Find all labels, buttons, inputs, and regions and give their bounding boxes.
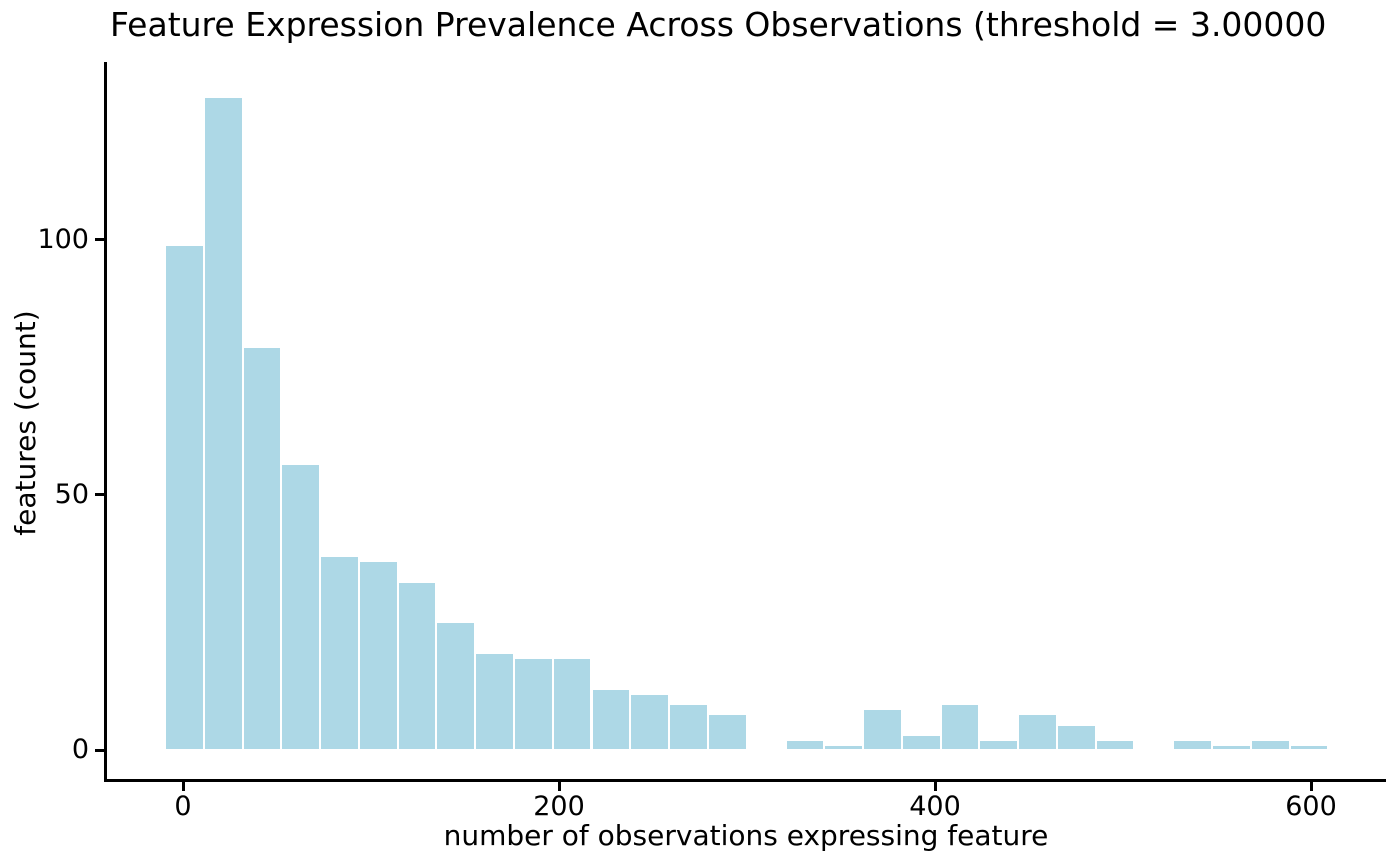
histogram-bar [1289,744,1329,750]
x-tick-label: 0 [174,791,192,822]
y-tick-label: 50 [54,478,89,510]
histogram-bar [707,714,747,750]
x-tick-label: 200 [533,791,585,822]
histogram-bar [203,96,243,750]
histogram-bar [979,739,1019,750]
histogram-bar [514,658,553,750]
x-axis-label: number of observations expressing featur… [443,819,1049,852]
histogram-bar [475,653,515,750]
histogram-bar [1173,739,1213,750]
histogram-bar [863,709,902,750]
histogram-bar [1018,714,1057,750]
histogram-bar [1095,739,1135,750]
histogram-bar [901,734,941,750]
y-axis-spine [104,62,107,782]
x-axis-spine [104,779,1386,782]
histogram-bar [1250,739,1290,750]
histogram-bar [281,464,320,750]
y-axis-label: features (count) [9,310,42,536]
x-tick-label: 600 [1285,791,1337,822]
x-tick-mark [1309,782,1313,791]
histogram-bar [785,739,825,750]
histogram-bar [1057,724,1096,750]
x-tick-mark [933,782,937,791]
histogram-bar [669,704,708,750]
histogram-bar [591,688,631,750]
histogram-bar [397,581,437,750]
histogram-bar [436,622,476,750]
y-tick-mark [95,493,104,497]
chart-title: Feature Expression Prevalence Across Obs… [110,5,1327,44]
histogram-bar [165,244,204,750]
histogram-bar [824,744,863,750]
histogram-bar [320,556,359,750]
y-tick-mark [95,748,104,752]
x-tick-mark [181,782,185,791]
x-tick-label: 400 [909,791,961,822]
histogram-bar [940,704,980,750]
x-tick-mark [557,782,561,791]
y-tick-mark [95,238,104,241]
y-tick-label: 100 [37,223,89,255]
histogram-bar [359,561,398,750]
histogram-bar [242,346,282,750]
histogram-bar [552,658,592,750]
y-tick-label: 0 [71,734,89,765]
histogram-bar [630,693,670,750]
histogram-bar [1212,744,1251,750]
